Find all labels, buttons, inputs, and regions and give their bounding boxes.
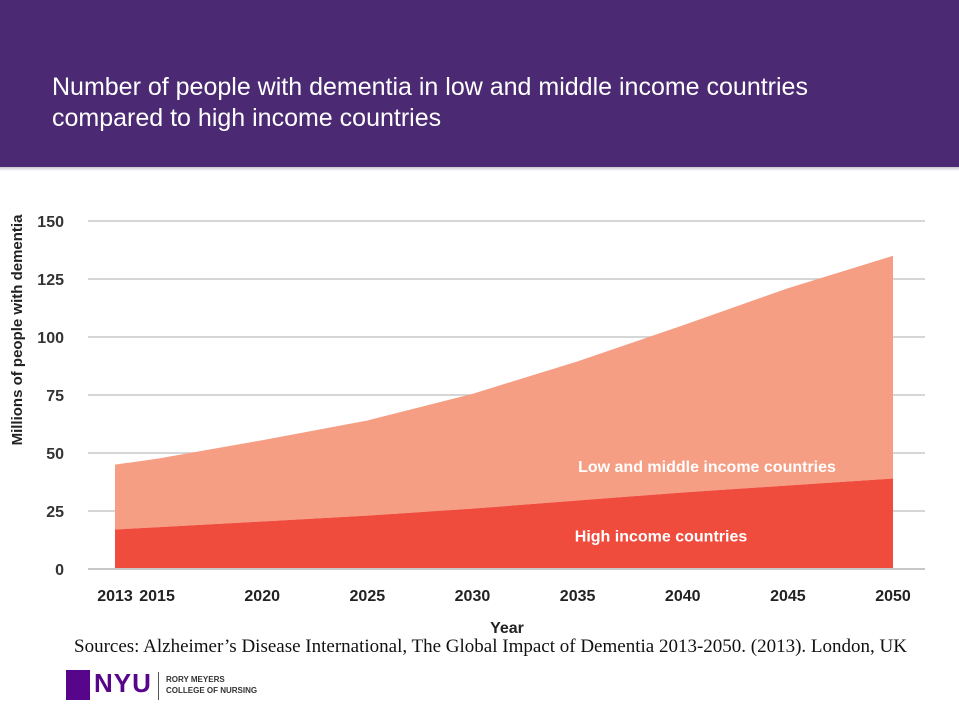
y-tick-label: 100 bbox=[37, 330, 64, 347]
sources-note: Sources: Alzheimer’s Disease Internation… bbox=[74, 636, 907, 657]
y-tick-label: 50 bbox=[46, 446, 64, 463]
y-tick-label: 150 bbox=[37, 214, 64, 231]
area-high-income bbox=[115, 478, 893, 569]
x-tick-label: 2015 bbox=[139, 588, 175, 605]
x-tick-label: 2013 bbox=[97, 588, 133, 605]
title-line-2: compared to high income countries bbox=[52, 104, 442, 132]
logo-divider bbox=[158, 672, 159, 700]
x-tick-label: 2020 bbox=[244, 588, 280, 605]
x-tick-label: 2045 bbox=[770, 588, 806, 605]
title-banner: Number of people with dementia in low an… bbox=[0, 0, 959, 167]
logo-subtitle-line-2: COLLEGE OF NURSING bbox=[166, 686, 258, 695]
x-tick-label: 2025 bbox=[350, 588, 386, 605]
nyu-torch-icon bbox=[66, 670, 90, 700]
series-label-high-income: High income countries bbox=[575, 528, 748, 545]
title-line-1: Number of people with dementia in low an… bbox=[52, 73, 808, 101]
y-tick-label: 25 bbox=[46, 504, 64, 521]
y-axis-title: Millions of people with dementia bbox=[9, 214, 26, 446]
y-tick-label: 75 bbox=[46, 388, 64, 405]
y-tick-label: 0 bbox=[55, 562, 64, 579]
series-label-low-middle-income: Low and middle income countries bbox=[578, 459, 836, 476]
x-tick-label: 2040 bbox=[665, 588, 701, 605]
x-tick-label: 2035 bbox=[560, 588, 596, 605]
area-low-middle-income bbox=[115, 255, 893, 530]
logo-subtitle: RORY MEYERS COLLEGE OF NURSING bbox=[166, 674, 257, 696]
x-tick-label: 2030 bbox=[455, 588, 491, 605]
x-axis-title: Year bbox=[490, 620, 524, 635]
banner-shadow bbox=[0, 167, 959, 171]
logo-wordmark: NYU bbox=[94, 668, 152, 698]
x-tick-label: 2050 bbox=[875, 588, 911, 605]
page-title: Number of people with dementia in low an… bbox=[52, 72, 932, 134]
logo-subtitle-line-1: RORY MEYERS bbox=[166, 675, 225, 684]
nyu-logo: NYU RORY MEYERS COLLEGE OF NURSING bbox=[66, 668, 286, 704]
y-tick-label: 125 bbox=[37, 272, 64, 289]
dementia-area-chart: 0 25 50 75 100 125 150 Low and middle income co… bbox=[9, 214, 925, 635]
